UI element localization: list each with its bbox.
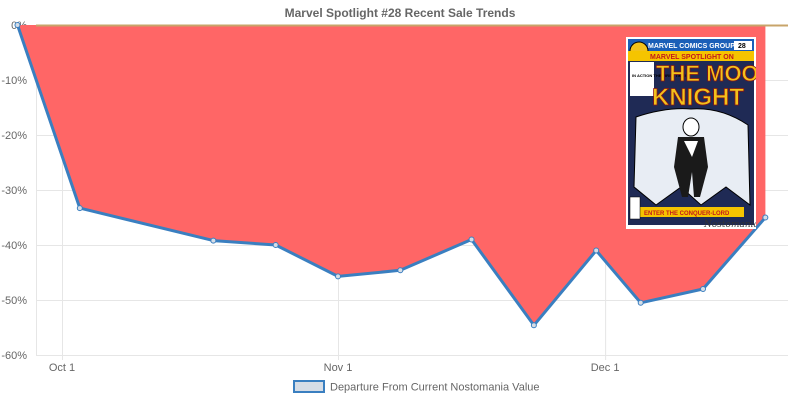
cover-series-name: MARVEL SPOTLIGHT ON — [650, 54, 734, 61]
data-point[interactable] — [210, 237, 217, 244]
cover-issue-number: 28 — [738, 43, 746, 50]
x-tick-label: Nov 1 — [324, 362, 353, 374]
cover-blurb: IN ACTION THE FIRST TIME! — [632, 73, 686, 78]
x-axis-ticks: Oct 1 Nov 1 Dec 1 — [49, 362, 620, 374]
cover-hero-body — [674, 137, 708, 197]
data-point[interactable] — [700, 286, 707, 292]
area-fill — [17, 25, 766, 326]
data-point[interactable] — [593, 247, 600, 254]
cover-caption: ENTER THE CONQUER-LORD — [644, 211, 730, 217]
cover-publisher-banner: MARVEL COMICS GROUP — [648, 43, 735, 50]
data-point[interactable] — [76, 205, 83, 212]
data-point[interactable] — [530, 322, 537, 329]
cover-banner — [628, 39, 754, 51]
y-tick-label: -30% — [1, 185, 27, 197]
y-tick-label: -40% — [1, 240, 27, 252]
comic-cover-image: MARVEL COMICS GROUP 28 MARVEL SPOTLIGHT … — [626, 37, 756, 229]
y-tick-label: -60% — [1, 350, 27, 362]
y-tick-label: -50% — [1, 295, 27, 307]
data-point[interactable] — [637, 299, 644, 306]
legend[interactable]: Departure From Current Nostomania Value — [293, 380, 540, 394]
x-tick-label: Dec 1 — [591, 362, 620, 374]
x-tick-label: Oct 1 — [49, 362, 75, 374]
data-point[interactable] — [272, 242, 279, 248]
data-point[interactable] — [762, 214, 769, 221]
cover-hero-head — [682, 117, 700, 137]
series-line — [16, 24, 767, 327]
chart-title: Marvel Spotlight #28 Recent Sale Trends — [285, 6, 516, 20]
cover-headline-bottom: KNIGHT — [652, 84, 744, 111]
cover-headline-top: THE MOON — [656, 61, 756, 86]
cover-caption-box — [640, 207, 744, 217]
y-tick-label: -10% — [1, 75, 27, 87]
legend-label: Departure From Current Nostomania Value — [330, 382, 540, 394]
y-axis-ticks: 0%-10%-20%-30%-40%-50%-60% — [1, 20, 27, 362]
legend-swatch — [293, 380, 325, 393]
data-point[interactable] — [397, 267, 404, 274]
cover-watermark: Nostomania — [703, 220, 756, 229]
data-points — [14, 22, 769, 329]
data-point[interactable] — [468, 236, 475, 243]
data-point[interactable] — [335, 273, 341, 280]
data-point[interactable] — [14, 22, 21, 28]
cover-barcode-icon — [629, 196, 641, 220]
y-tick-label: -20% — [1, 130, 27, 142]
